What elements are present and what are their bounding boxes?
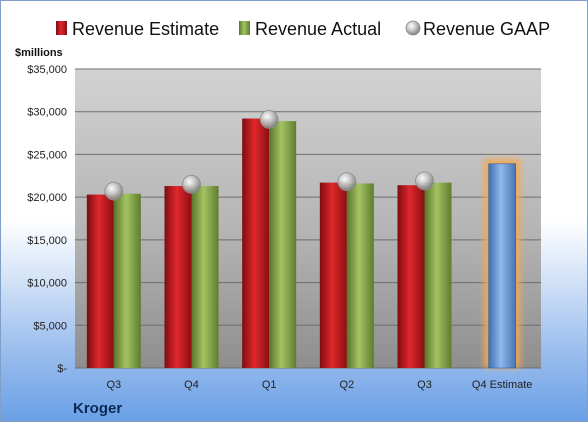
x-tick-label: Q4 bbox=[184, 379, 199, 391]
bar-revenue-actual bbox=[346, 183, 374, 368]
bar-revenue-actual bbox=[424, 182, 452, 368]
y-tick-label: $25,000 bbox=[27, 149, 67, 161]
legend: Revenue Estimate Revenue Actual Revenue GA… bbox=[56, 19, 550, 39]
y-tick-label: $15,000 bbox=[27, 235, 67, 247]
y-tick-label: $20,000 bbox=[27, 192, 67, 204]
y-tick-label: $30,000 bbox=[27, 107, 67, 119]
bar-revenue-estimate bbox=[86, 194, 114, 368]
bar-revenue-estimate bbox=[319, 182, 347, 368]
bar-revenue-estimate bbox=[164, 186, 192, 368]
gridlines bbox=[75, 68, 541, 369]
bar-revenue-actual bbox=[113, 193, 141, 368]
bar-revenue-actual bbox=[269, 121, 297, 369]
y-axis: $- $5,000 $10,000 $15,000 $20,000 $25,000 $30,… bbox=[27, 64, 67, 375]
bar-revenue-estimate bbox=[242, 118, 270, 368]
marker-revenue-gaap bbox=[259, 110, 279, 129]
x-tick-label: Q4 Estimate bbox=[472, 379, 533, 391]
marker-revenue-gaap bbox=[104, 181, 124, 201]
legend-label: Revenue GAAP bbox=[423, 19, 550, 39]
x-axis: Q3 Q4 Q1 Q2 Q3 Q4 Estimate bbox=[106, 379, 532, 391]
legend-label: Revenue Estimate bbox=[72, 19, 219, 39]
x-tick-label: Q2 bbox=[339, 379, 354, 391]
legend-label: Revenue Actual bbox=[255, 19, 381, 39]
y-tick-label: $35,000 bbox=[27, 64, 67, 76]
y-tick-label: $5,000 bbox=[33, 320, 67, 332]
y-axis-unit-label: $millions bbox=[15, 47, 63, 59]
legend-marker bbox=[405, 20, 421, 36]
marker-revenue-gaap bbox=[415, 171, 434, 191]
gaap-markers bbox=[104, 110, 434, 201]
x-tick-label: Q3 bbox=[106, 379, 121, 391]
x-tick-label: Q1 bbox=[262, 379, 277, 391]
company-label: Kroger bbox=[73, 400, 122, 417]
marker-revenue-gaap bbox=[337, 172, 357, 192]
marker-revenue-gaap bbox=[182, 174, 201, 194]
bar-revenue-actual bbox=[191, 186, 219, 368]
bars bbox=[86, 118, 521, 369]
legend-swatch bbox=[56, 21, 67, 35]
bar-revenue-estimate bbox=[397, 185, 425, 368]
y-tick-label: $- bbox=[57, 363, 67, 375]
plot-area bbox=[75, 69, 541, 368]
bar-q4-estimate bbox=[488, 163, 516, 369]
x-tick-label: Q3 bbox=[417, 379, 432, 391]
y-tick-label: $10,000 bbox=[27, 278, 67, 290]
legend-swatch bbox=[239, 21, 250, 35]
